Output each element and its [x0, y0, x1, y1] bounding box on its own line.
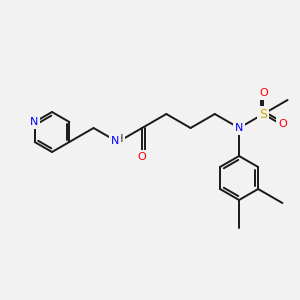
Text: N: N — [235, 123, 243, 133]
Text: N: N — [29, 117, 38, 127]
Text: S: S — [259, 107, 267, 121]
Text: O: O — [278, 119, 287, 129]
Text: O: O — [259, 88, 268, 98]
Text: N: N — [111, 136, 119, 146]
Text: O: O — [138, 152, 146, 162]
Text: H: H — [116, 134, 124, 144]
